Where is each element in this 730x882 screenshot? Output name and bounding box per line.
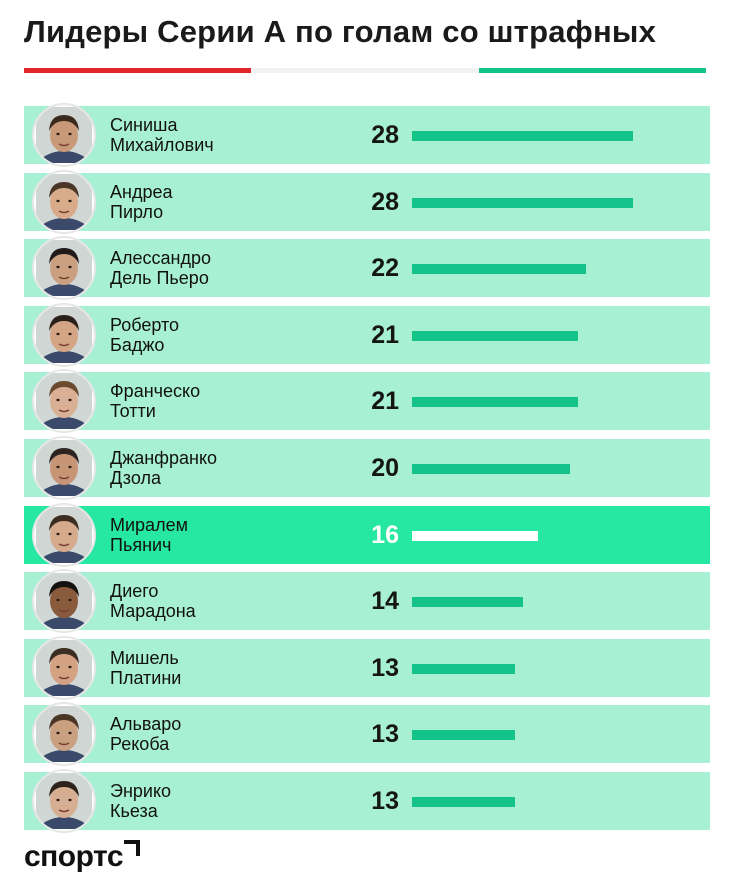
player-photo — [32, 569, 96, 634]
player-last-name: Пьянич — [110, 534, 172, 555]
player-row: Роберто Баджо 21 — [24, 302, 710, 367]
player-last-name: Марадона — [110, 601, 196, 622]
player-first-name: Диего — [110, 581, 159, 602]
goal-bar — [412, 330, 578, 341]
player-name: Альваро Рекоба — [110, 714, 181, 754]
player-last-name: Рекоба — [110, 734, 170, 755]
player-photo — [32, 236, 96, 301]
logo-corner-mark — [124, 840, 141, 856]
player-photo — [32, 369, 96, 434]
flag-stripe-white — [251, 68, 479, 73]
goal-bar — [412, 730, 515, 741]
player-first-name: Андреа — [110, 181, 173, 202]
player-first-name: Синиша — [110, 115, 178, 135]
player-last-name: Михайлович — [110, 135, 214, 155]
player-row: Синиша Михайлович 28 — [24, 103, 710, 167]
player-row: Алессандро Дель Пьеро 22 — [24, 236, 710, 301]
goal-count-label: 28 — [371, 187, 399, 216]
goal-count-label: 13 — [371, 786, 399, 815]
player-photo — [32, 768, 96, 833]
goal-bar — [412, 264, 586, 275]
player-row: Андреа Пирло 28 — [24, 169, 710, 234]
goal-count-label: 13 — [371, 720, 399, 749]
player-last-name: Кьеза — [110, 800, 158, 821]
player-last-name: Платини — [110, 667, 182, 688]
goal-count-label: 14 — [371, 587, 399, 616]
player-row: Мишель Платини 13 — [24, 635, 710, 700]
player-first-name: Мишель — [110, 647, 179, 668]
player-last-name: Дель Пьеро — [110, 268, 209, 289]
player-name: Роберто Баджо — [110, 315, 179, 355]
goal-bar — [412, 597, 523, 608]
player-name: Алессандро Дель Пьеро — [110, 248, 211, 288]
player-name: Франческо Тотти — [110, 381, 200, 421]
player-first-name: Алессандро — [110, 248, 211, 269]
player-name: Мишель Платини — [110, 648, 181, 688]
goal-bar — [412, 463, 570, 474]
goal-bar — [412, 530, 538, 541]
goal-count-label: 20 — [371, 453, 399, 482]
goal-bar — [412, 131, 633, 141]
goal-bar — [412, 397, 578, 408]
goal-count-label: 16 — [371, 520, 399, 549]
sports-logo: спортс — [24, 840, 141, 874]
flag-stripe-green — [478, 68, 706, 73]
player-row: Энрико Кьеза 13 — [24, 768, 710, 833]
goal-bar — [412, 796, 515, 807]
player-row: Миралем Пьянич 16 — [24, 502, 710, 567]
player-name: Энрико Кьеза — [110, 781, 171, 821]
player-name: Андреа Пирло — [110, 182, 172, 222]
goal-count-label: 22 — [371, 254, 399, 283]
player-first-name: Франческо — [110, 381, 201, 402]
player-photo — [32, 502, 96, 567]
player-last-name: Баджо — [110, 334, 165, 355]
logo-text: спортс — [24, 840, 124, 873]
goal-bar — [412, 663, 515, 674]
player-photo — [32, 435, 96, 500]
player-first-name: Миралем — [110, 514, 188, 535]
player-last-name: Пирло — [110, 201, 164, 222]
player-name: Синиша Михайлович — [110, 115, 214, 155]
italian-flag-stripe — [24, 68, 706, 73]
player-photo — [32, 103, 96, 167]
player-name: Джанфранко Дзола — [110, 448, 217, 488]
player-first-name: Альваро — [110, 714, 182, 735]
flag-stripe-red — [24, 68, 252, 73]
player-last-name: Тотти — [110, 401, 156, 422]
player-photo — [32, 702, 96, 767]
goal-bar — [412, 197, 633, 208]
player-row: Франческо Тотти 21 — [24, 369, 710, 434]
player-photo — [32, 635, 96, 700]
player-first-name: Роберто — [110, 314, 180, 335]
player-first-name: Энрико — [110, 780, 172, 801]
player-row: Джанфранко Дзола 20 — [24, 435, 710, 500]
goal-count-label: 13 — [371, 653, 399, 682]
goal-count-label: 21 — [371, 387, 399, 416]
leaderboard-list: Синиша Михайлович 28 Андреа Пирло 28 Алессандр… — [24, 103, 710, 839]
goal-count-label: 28 — [371, 121, 399, 149]
player-name: Миралем Пьянич — [110, 515, 188, 555]
player-last-name: Дзола — [110, 467, 161, 488]
player-row: Диего Марадона 14 — [24, 569, 710, 634]
player-row: Альваро Рекоба 13 — [24, 702, 710, 767]
chart-title: Лидеры Серии А по голам со штрафных — [24, 14, 657, 49]
player-first-name: Джанфранко — [110, 447, 218, 468]
player-photo — [32, 169, 96, 234]
goal-count-label: 21 — [371, 320, 399, 349]
player-name: Диего Марадона — [110, 581, 196, 621]
player-photo — [32, 302, 96, 367]
